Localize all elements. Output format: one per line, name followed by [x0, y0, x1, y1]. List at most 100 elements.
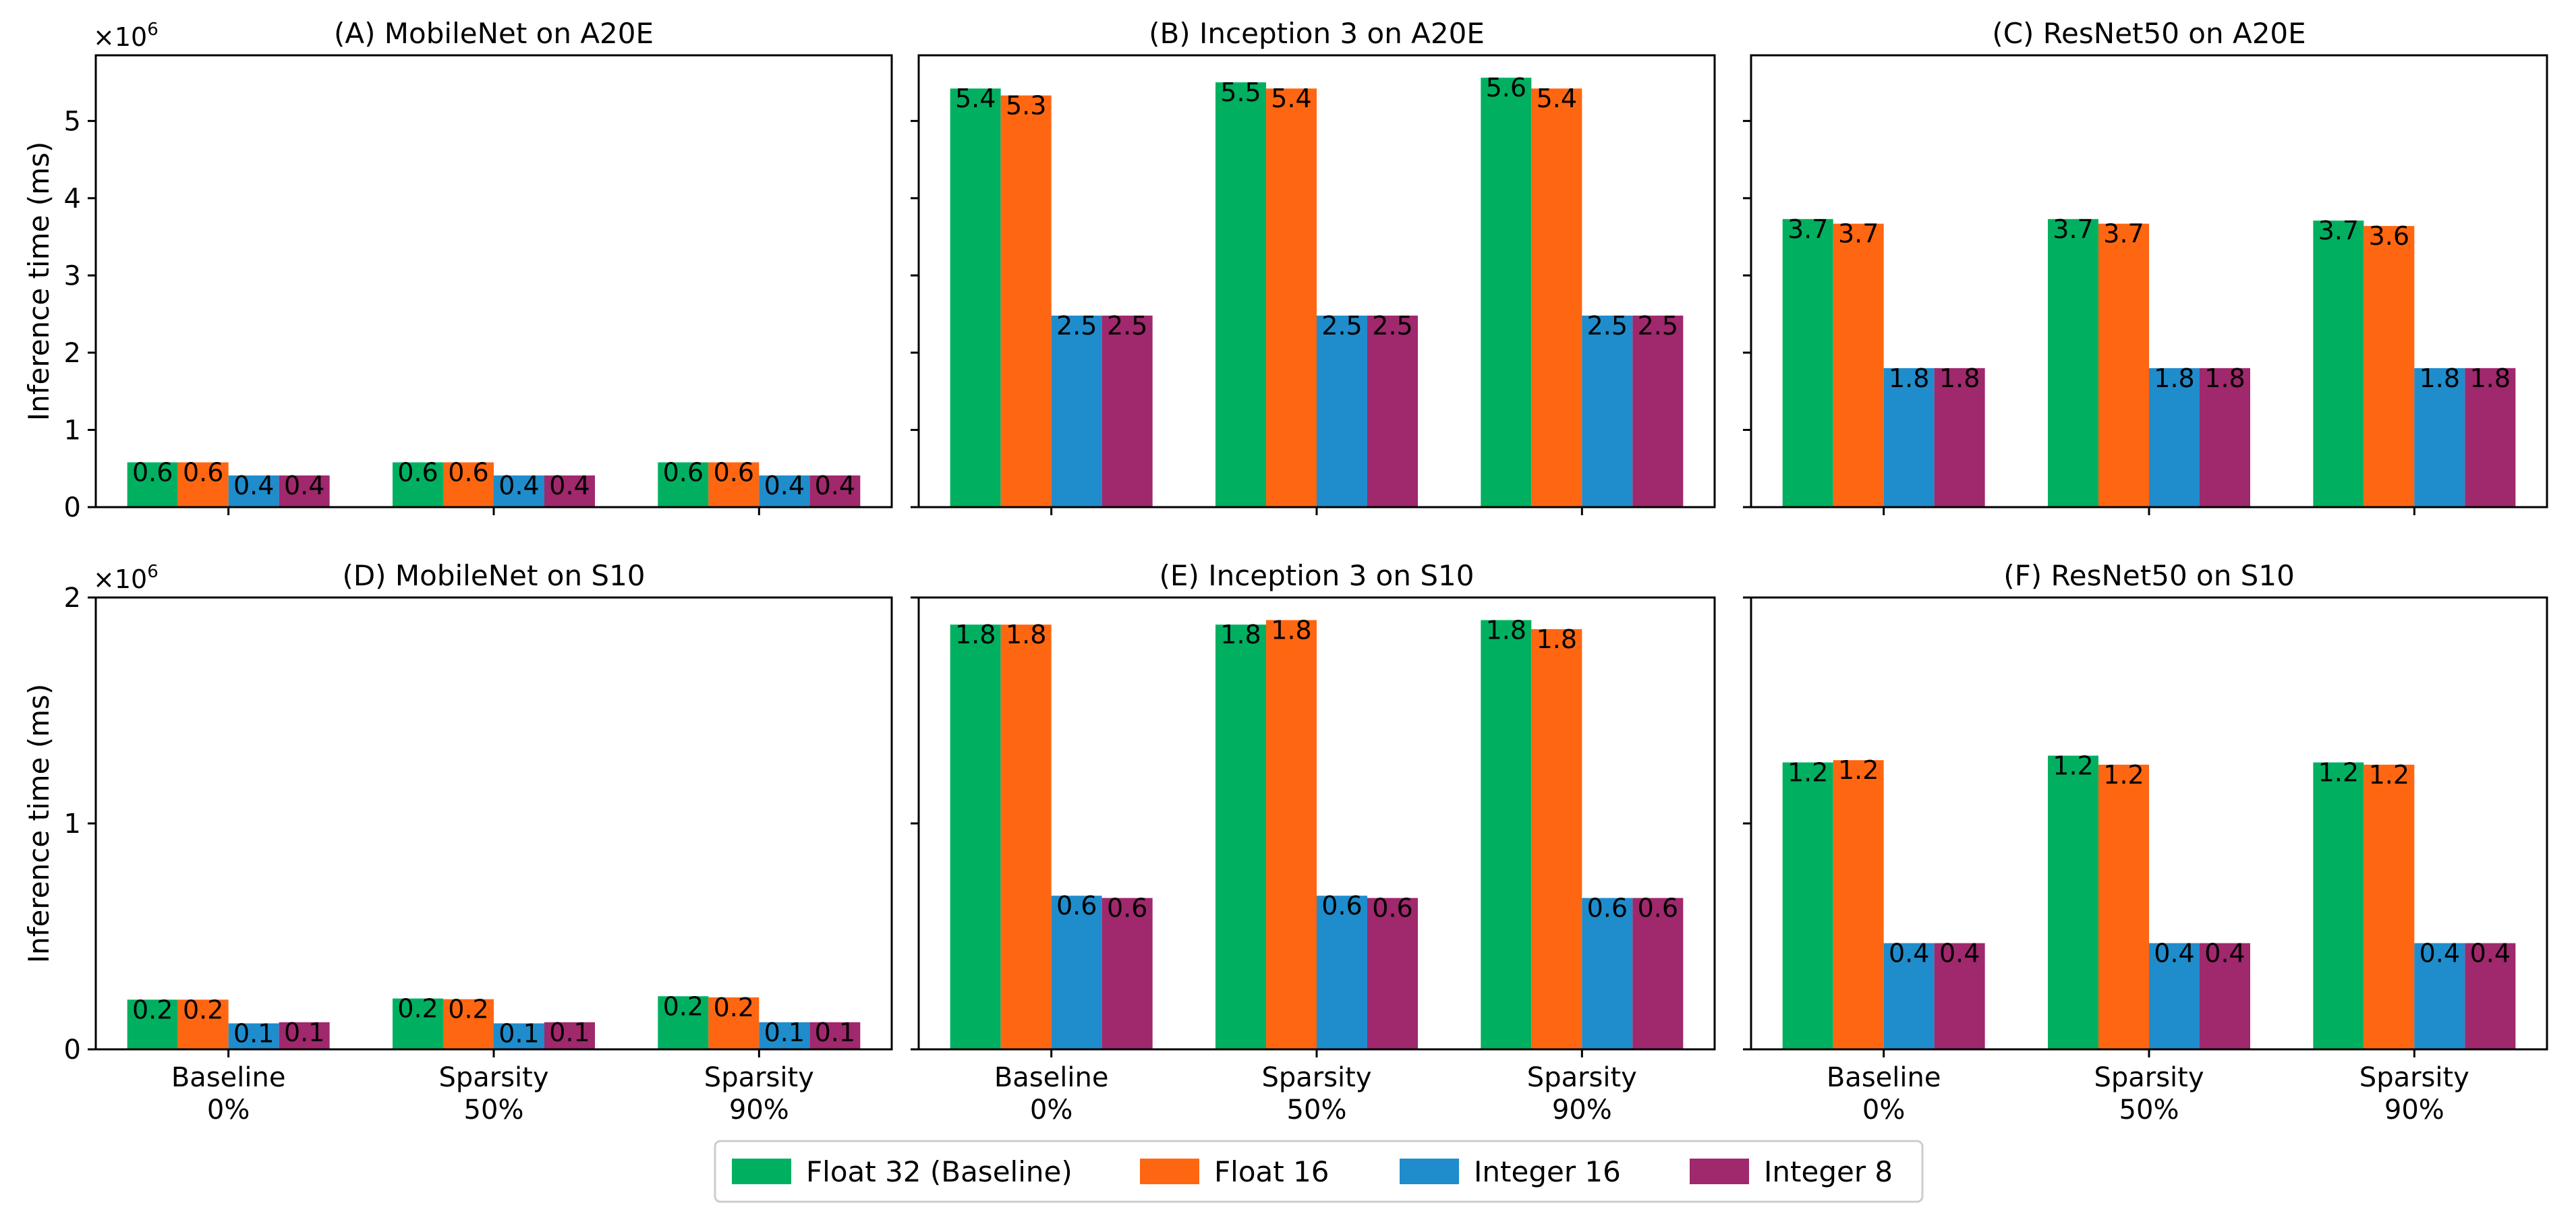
data-label-float-16-3: 5.4: [1537, 84, 1577, 113]
bar-float-32-baseline-2: [393, 998, 443, 1049]
data-label-integer-16-2: 0.4: [498, 471, 539, 500]
bar-integer-8-3: [1632, 898, 1684, 1049]
data-label-integer-16-2: 1.8: [2154, 363, 2194, 393]
panel-title: (A) MobileNet on A20E: [334, 17, 654, 50]
panel-e-inception-3-on-s10: 1.8 1.8 1.8 1.8 1.8 1.8 0.6 0.6 0.6 0.6 0.6 0.6 Base…: [911, 559, 1716, 1126]
bar-float-32-baseline-2: [1215, 624, 1266, 1049]
bar-integer-16-2: [2149, 943, 2200, 1049]
bar-integer-8-1: [279, 1022, 330, 1049]
legend: Float 32 (Baseline) Float 16 Integer 16 Int…: [714, 1140, 1924, 1203]
data-label-integer-16-2: 0.1: [498, 1018, 539, 1048]
bar-float-16-3: [1531, 629, 1582, 1049]
bar-integer-16-1: [228, 1023, 279, 1049]
y-tick-label: 4: [64, 183, 81, 214]
y-tick-label: 0: [64, 492, 81, 523]
legend-swatch: [732, 1159, 791, 1184]
bar-integer-8-2: [1367, 898, 1418, 1049]
x-tick-label-line1: Baseline: [1827, 1062, 1941, 1093]
bar-integer-8-3: [1632, 315, 1684, 507]
bar-float-32-baseline-3: [2313, 221, 2364, 507]
data-label-integer-16-2: 2.5: [1321, 311, 1362, 341]
legend-entry-float-16: Float 16: [1140, 1155, 1329, 1188]
bar-integer-16-1: [1051, 896, 1102, 1049]
y-multiplier: ×106: [93, 20, 159, 52]
bar-float-32-baseline-1: [127, 462, 178, 507]
bar-float-32-baseline-1: [1782, 762, 1833, 1049]
x-tick-label-line2: 0%: [207, 1095, 250, 1126]
x-tick-label-line2: 50%: [2119, 1095, 2179, 1126]
bar-float-16-3: [708, 997, 760, 1049]
bar-float-16-2: [443, 462, 494, 507]
data-label-float-32-baseline-3: 1.8: [1486, 616, 1526, 645]
data-label-integer-16-1: 0.1: [233, 1018, 274, 1048]
data-label-float-16-3: 3.6: [2369, 221, 2409, 251]
data-label-integer-16-3: 0.1: [764, 1018, 805, 1047]
bar-float-32-baseline-3: [658, 462, 709, 507]
data-label-float-16-2: 1.2: [2103, 760, 2144, 790]
x-tick-label-line1: Baseline: [994, 1062, 1109, 1093]
panel-d-mobilenet-on-s10: 0.2 0.2 0.2 0.2 0.2 0.2 0.1 0.1 0.1 0.1 0.1 0.1 0 1 2 B…: [22, 559, 893, 1126]
bar-integer-16-3: [1582, 898, 1633, 1049]
x-tick-label-line2: 90%: [729, 1095, 789, 1126]
bar-float-16-2: [1266, 620, 1317, 1049]
data-label-float-32-baseline-2: 1.8: [1220, 620, 1261, 649]
y-tick-label: 1: [64, 415, 81, 446]
y-axis-label: Inference time (ms): [22, 142, 55, 421]
bar-float-32-baseline-1: [127, 999, 178, 1049]
data-label-integer-8-3: 0.6: [1638, 894, 1678, 923]
x-tick-label-line2: 90%: [1552, 1095, 1612, 1126]
legend-swatch: [1400, 1159, 1459, 1184]
data-label-float-32-baseline-3: 3.7: [2318, 216, 2359, 245]
bar-integer-16-3: [759, 1022, 810, 1049]
bar-float-32-baseline-3: [1481, 620, 1532, 1049]
data-label-integer-8-2: 1.8: [2204, 363, 2245, 393]
data-label-integer-8-1: 0.6: [1107, 894, 1147, 923]
data-label-integer-16-3: 1.8: [2420, 363, 2460, 393]
bar-integer-16-2: [494, 475, 544, 507]
data-label-integer-8-2: 0.6: [1372, 894, 1412, 923]
axes-frame: [94, 54, 893, 508]
x-tick-label-line2: 50%: [1287, 1095, 1347, 1126]
bar-float-16-3: [2364, 764, 2415, 1049]
panel-title: (E) Inception 3 on S10: [1160, 559, 1475, 592]
legend-entry-integer-16: Integer 16: [1400, 1155, 1621, 1188]
legend-label: Float 32 (Baseline): [806, 1155, 1072, 1188]
bar-integer-16-2: [494, 1023, 544, 1049]
y-tick-label: 2: [64, 338, 81, 369]
data-label-integer-8-2: 0.4: [549, 471, 590, 500]
y-multiplier: ×106: [93, 562, 159, 594]
x-tick-label-line1: Sparsity: [1261, 1062, 1371, 1093]
data-label-integer-16-1: 0.6: [1056, 891, 1097, 921]
data-label-integer-16-1: 0.4: [1889, 939, 1929, 968]
x-tick-label-line2: 0%: [1862, 1095, 1905, 1126]
panel-title: (B) Inception 3 on A20E: [1149, 17, 1485, 50]
data-label-integer-8-3: 1.8: [2470, 363, 2511, 393]
bar-float-32-baseline-1: [1782, 218, 1833, 507]
panel-title: (D) MobileNet on S10: [342, 559, 645, 592]
bar-integer-8-3: [2465, 943, 2516, 1049]
data-label-float-32-baseline-3: 0.2: [663, 991, 704, 1021]
data-label-integer-8-1: 0.4: [284, 471, 324, 500]
y-axis-label: Inference time (ms): [22, 684, 55, 964]
bar-float-32-baseline-3: [658, 996, 709, 1049]
data-label-float-32-baseline-2: 0.2: [397, 994, 438, 1024]
bar-float-32-baseline-3: [1481, 78, 1532, 507]
panel-f-resnet50-on-s10: 1.2 1.2 1.2 1.2 1.2 1.2 0.4 0.4 0.4 0.4 0.4 0.4 Base…: [1743, 559, 2548, 1126]
data-label-float-32-baseline-2: 0.6: [397, 458, 438, 488]
data-label-float-16-1: 1.8: [1006, 620, 1046, 649]
bar-integer-16-3: [2414, 368, 2465, 507]
data-label-integer-16-3: 0.4: [2420, 939, 2460, 968]
bar-float-32-baseline-1: [950, 88, 1001, 507]
x-tick-label-line1: Sparsity: [2094, 1062, 2204, 1093]
data-label-float-32-baseline-2: 3.7: [2053, 214, 2093, 244]
x-tick-label-line2: 0%: [1030, 1095, 1072, 1126]
legend-label: Integer 8: [1764, 1155, 1893, 1188]
bar-integer-16-2: [2149, 368, 2200, 507]
data-label-float-16-2: 0.6: [448, 458, 488, 488]
x-tick-label-line1: Sparsity: [2359, 1062, 2469, 1093]
data-label-float-32-baseline-1: 1.2: [1787, 758, 1828, 788]
bar-float-32-baseline-2: [2048, 218, 2098, 507]
data-label-integer-8-2: 0.1: [549, 1018, 590, 1047]
x-tick-label-line1: Baseline: [171, 1062, 286, 1093]
bar-integer-8-1: [1934, 368, 1985, 507]
